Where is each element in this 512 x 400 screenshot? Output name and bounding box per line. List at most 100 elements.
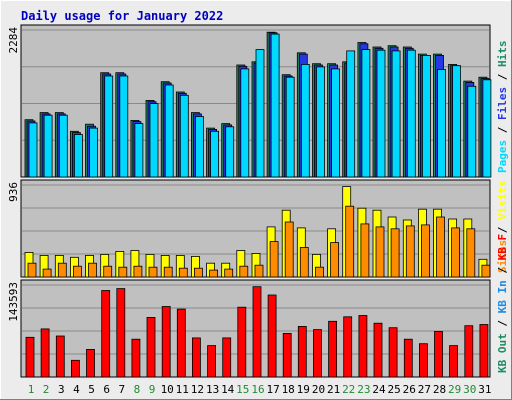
bar-kb-f-day-31: [479, 324, 489, 378]
bar-sites-day-27: [420, 224, 430, 278]
bar-kb-f-day-21: [328, 320, 338, 378]
bar-sites-day-6: [103, 265, 113, 278]
bar-kb-f-day-10: [161, 306, 171, 378]
bar-sites-day-17: [269, 241, 279, 278]
bar-pages-day-7: [119, 75, 129, 178]
axis-legend-hits: Hits: [496, 41, 509, 68]
bar-sites-day-16: [254, 264, 264, 278]
bar-sites-day-4: [73, 265, 82, 278]
bar-kb-f-day-5: [86, 348, 95, 378]
bar-pages-day-16: [255, 49, 265, 178]
bar-sites-day-9: [148, 266, 158, 278]
bar-pages-day-4: [74, 134, 83, 178]
x-tick-label: 24: [372, 383, 386, 396]
x-tick-label: 11: [176, 383, 189, 396]
bar-kb-f-day-14: [222, 337, 232, 378]
bar-kb-f-day-3: [55, 335, 65, 378]
bar-pages-day-6: [104, 75, 114, 178]
bar-kb-f-day-6: [101, 290, 111, 378]
ymax-label: 143593: [7, 282, 20, 322]
bar-pages-day-12: [194, 116, 204, 178]
bar-sites-day-20: [315, 266, 324, 278]
bar-pages-day-27: [421, 55, 431, 178]
bar-kb-f-day-29: [449, 345, 459, 378]
bar-sites-day-12: [193, 267, 203, 278]
bar-sites-day-11: [178, 267, 188, 278]
bar-pages-day-26: [406, 49, 416, 178]
bar-kb-f-day-20: [313, 329, 322, 378]
bar-pages-day-31: [482, 79, 492, 178]
axis-legend: KB Out / KB In / KB F: [496, 234, 509, 373]
x-tick-label: 15: [236, 383, 249, 396]
bar-kb-f-day-13: [207, 345, 217, 378]
bar-pages-day-21: [331, 68, 341, 178]
bar-pages-day-25: [391, 50, 401, 178]
bar-pages-day-10: [164, 84, 174, 178]
x-tick-label: 6: [103, 383, 110, 396]
bar-sites-day-23: [360, 223, 370, 278]
bar-kb-f-day-1: [25, 336, 35, 378]
x-tick-label: 16: [251, 383, 264, 396]
x-tick-label: 12: [191, 383, 204, 396]
bar-kb-f-day-8: [131, 338, 141, 378]
bar-kb-f-day-24: [373, 322, 383, 378]
bar-kb-f-day-7: [116, 288, 126, 378]
bar-pages-day-28: [437, 69, 446, 178]
bar-kb-f-day-16: [252, 286, 262, 378]
axis-legend: Pages / Files / Hits: [496, 41, 509, 174]
x-tick-label: 26: [403, 383, 416, 396]
bar-kb-f-day-30: [464, 325, 474, 378]
bar-sites-day-1: [27, 262, 37, 278]
bar-kb-f-day-28: [434, 331, 443, 378]
x-tick-label: 27: [418, 383, 431, 396]
bar-kb-f-day-27: [418, 343, 428, 378]
x-tick-label: 31: [478, 383, 491, 396]
bar-kb-f-day-2: [40, 328, 50, 378]
bar-sites-day-21: [330, 242, 340, 278]
bar-sites-day-5: [88, 262, 97, 278]
x-tick-label: 30: [463, 383, 476, 396]
bar-sites-day-14: [224, 268, 234, 278]
bar-kb-f-day-19: [297, 325, 307, 378]
bar-pages-day-2: [43, 114, 53, 178]
chart-title: Daily usage for January 2022: [21, 9, 223, 23]
axis-legend-sites: Sites: [496, 240, 509, 273]
bar-kb-f-day-18: [282, 332, 292, 378]
bar-pages-day-9: [149, 103, 159, 178]
bar-pages-day-13: [210, 130, 220, 178]
x-tick-label: 20: [312, 383, 325, 396]
x-tick-label: 25: [387, 383, 400, 396]
bar-pages-day-19: [300, 64, 310, 178]
bar-sites-day-8: [133, 265, 143, 278]
bar-kb-f-day-11: [176, 308, 186, 378]
x-tick-label: 13: [206, 383, 219, 396]
x-tick-label: 29: [448, 383, 461, 396]
x-tick-label: 10: [161, 383, 174, 396]
bar-pages-day-15: [240, 68, 250, 178]
bar-kb-f-day-15: [237, 306, 247, 378]
bar-kb-f-day-17: [267, 294, 277, 378]
bar-sites-day-7: [118, 266, 128, 278]
bar-sites-day-25: [390, 228, 400, 278]
x-tick-label: 7: [118, 383, 125, 396]
x-tick-label: 23: [357, 383, 370, 396]
x-tick-label: 22: [342, 383, 355, 396]
bar-sites-day-10: [163, 266, 173, 278]
x-tick-label: 9: [149, 383, 156, 396]
x-tick-label: 3: [58, 383, 65, 396]
axis-legend-pages: Pages: [496, 140, 509, 173]
bar-pages-day-22: [346, 50, 356, 178]
x-tick-label: 4: [73, 383, 80, 396]
axis-legend: Sites / Visits: [496, 180, 509, 273]
axis-legend-kb-in: KB In: [496, 280, 509, 313]
x-tick-label: 17: [266, 383, 279, 396]
bar-sites-day-3: [57, 262, 67, 278]
bar-sites-day-29: [451, 227, 461, 278]
x-tick-label: 14: [221, 383, 235, 396]
bar-pages-day-11: [179, 94, 189, 178]
bar-sites-day-30: [466, 228, 476, 278]
bar-pages-day-8: [134, 123, 144, 178]
bar-pages-day-24: [376, 49, 386, 178]
bar-pages-day-18: [285, 76, 295, 178]
